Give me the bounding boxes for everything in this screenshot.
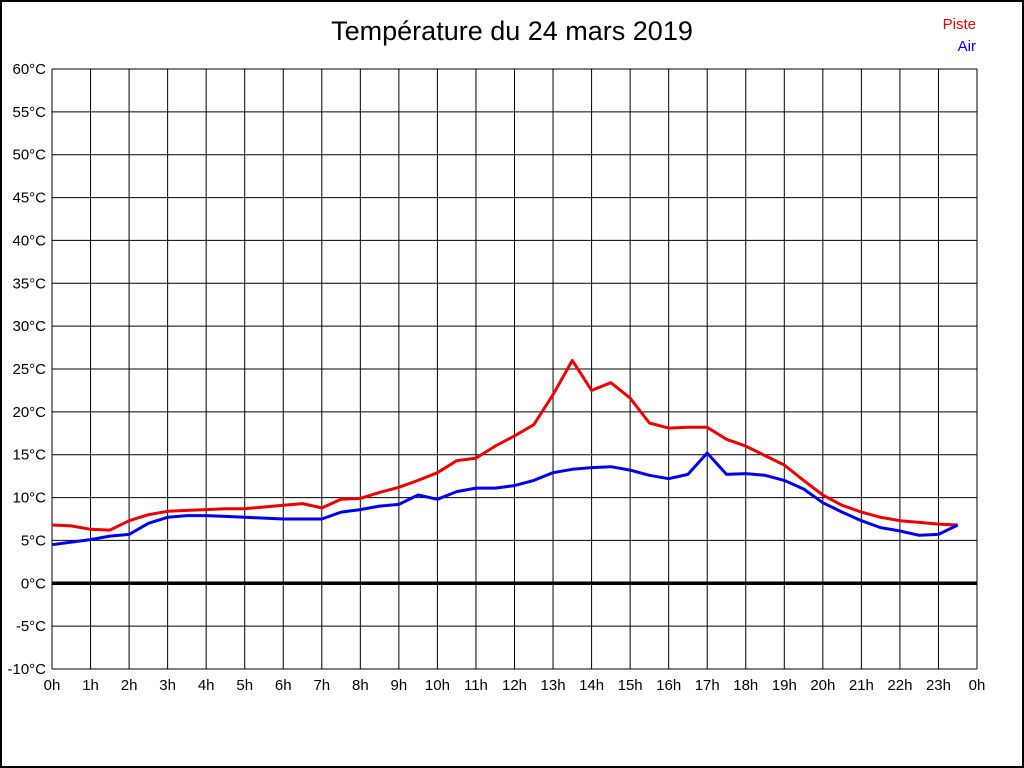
x-tick-label: 0h [969,677,986,694]
y-tick-label: 10°C [12,490,46,507]
x-tick-label: 15h [618,677,643,694]
x-tick-label: 2h [121,677,138,694]
x-tick-label: 11h [464,677,488,694]
x-tick-label: 21h [849,677,874,694]
y-tick-label: 20°C [12,404,46,421]
y-tick-label: 5°C [21,532,46,549]
x-tick-label: 17h [695,677,720,694]
x-tick-label: 19h [772,677,797,694]
y-tick-label: 40°C [12,232,46,249]
x-tick-label: 13h [541,677,566,694]
legend-item-piste: Piste [942,16,976,33]
x-tick-label: 5h [236,677,253,694]
y-tick-label: 45°C [12,190,46,207]
x-tick-label: 14h [579,677,604,694]
x-tick-label: 8h [352,677,369,694]
x-tick-label: 16h [656,677,681,694]
legend-item-air: Air [957,38,976,55]
y-tick-label: -5°C [16,618,46,635]
x-tick-label: 23h [926,677,951,694]
x-tick-label: 10h [425,677,450,694]
x-tick-label: 3h [159,677,176,694]
y-tick-label: 30°C [12,318,46,335]
y-tick-label: 15°C [12,447,46,464]
y-tick-label: 50°C [12,147,46,164]
y-tick-label: 0°C [21,575,46,592]
x-tick-label: 6h [275,677,292,694]
y-tick-label: 25°C [12,361,46,378]
y-tick-label: -10°C [7,661,46,678]
x-tick-label: 9h [391,677,408,694]
chart-title: Température du 24 mars 2019 [331,16,693,46]
piste-line [51,358,958,532]
y-tick-label: 60°C [12,61,46,78]
y-tick-label: 35°C [12,275,46,292]
y-tick-label: 55°C [12,104,46,121]
x-tick-label: 22h [887,677,912,694]
air-line [51,451,959,547]
x-tick-label: 0h [44,677,61,694]
x-tick-label: 7h [313,677,330,694]
x-tick-label: 1h [82,677,99,694]
x-tick-label: 12h [502,677,527,694]
x-tick-label: 4h [198,677,215,694]
x-tick-label: 20h [810,677,835,694]
x-tick-label: 18h [733,677,758,694]
legend: Piste Air [943,14,976,58]
